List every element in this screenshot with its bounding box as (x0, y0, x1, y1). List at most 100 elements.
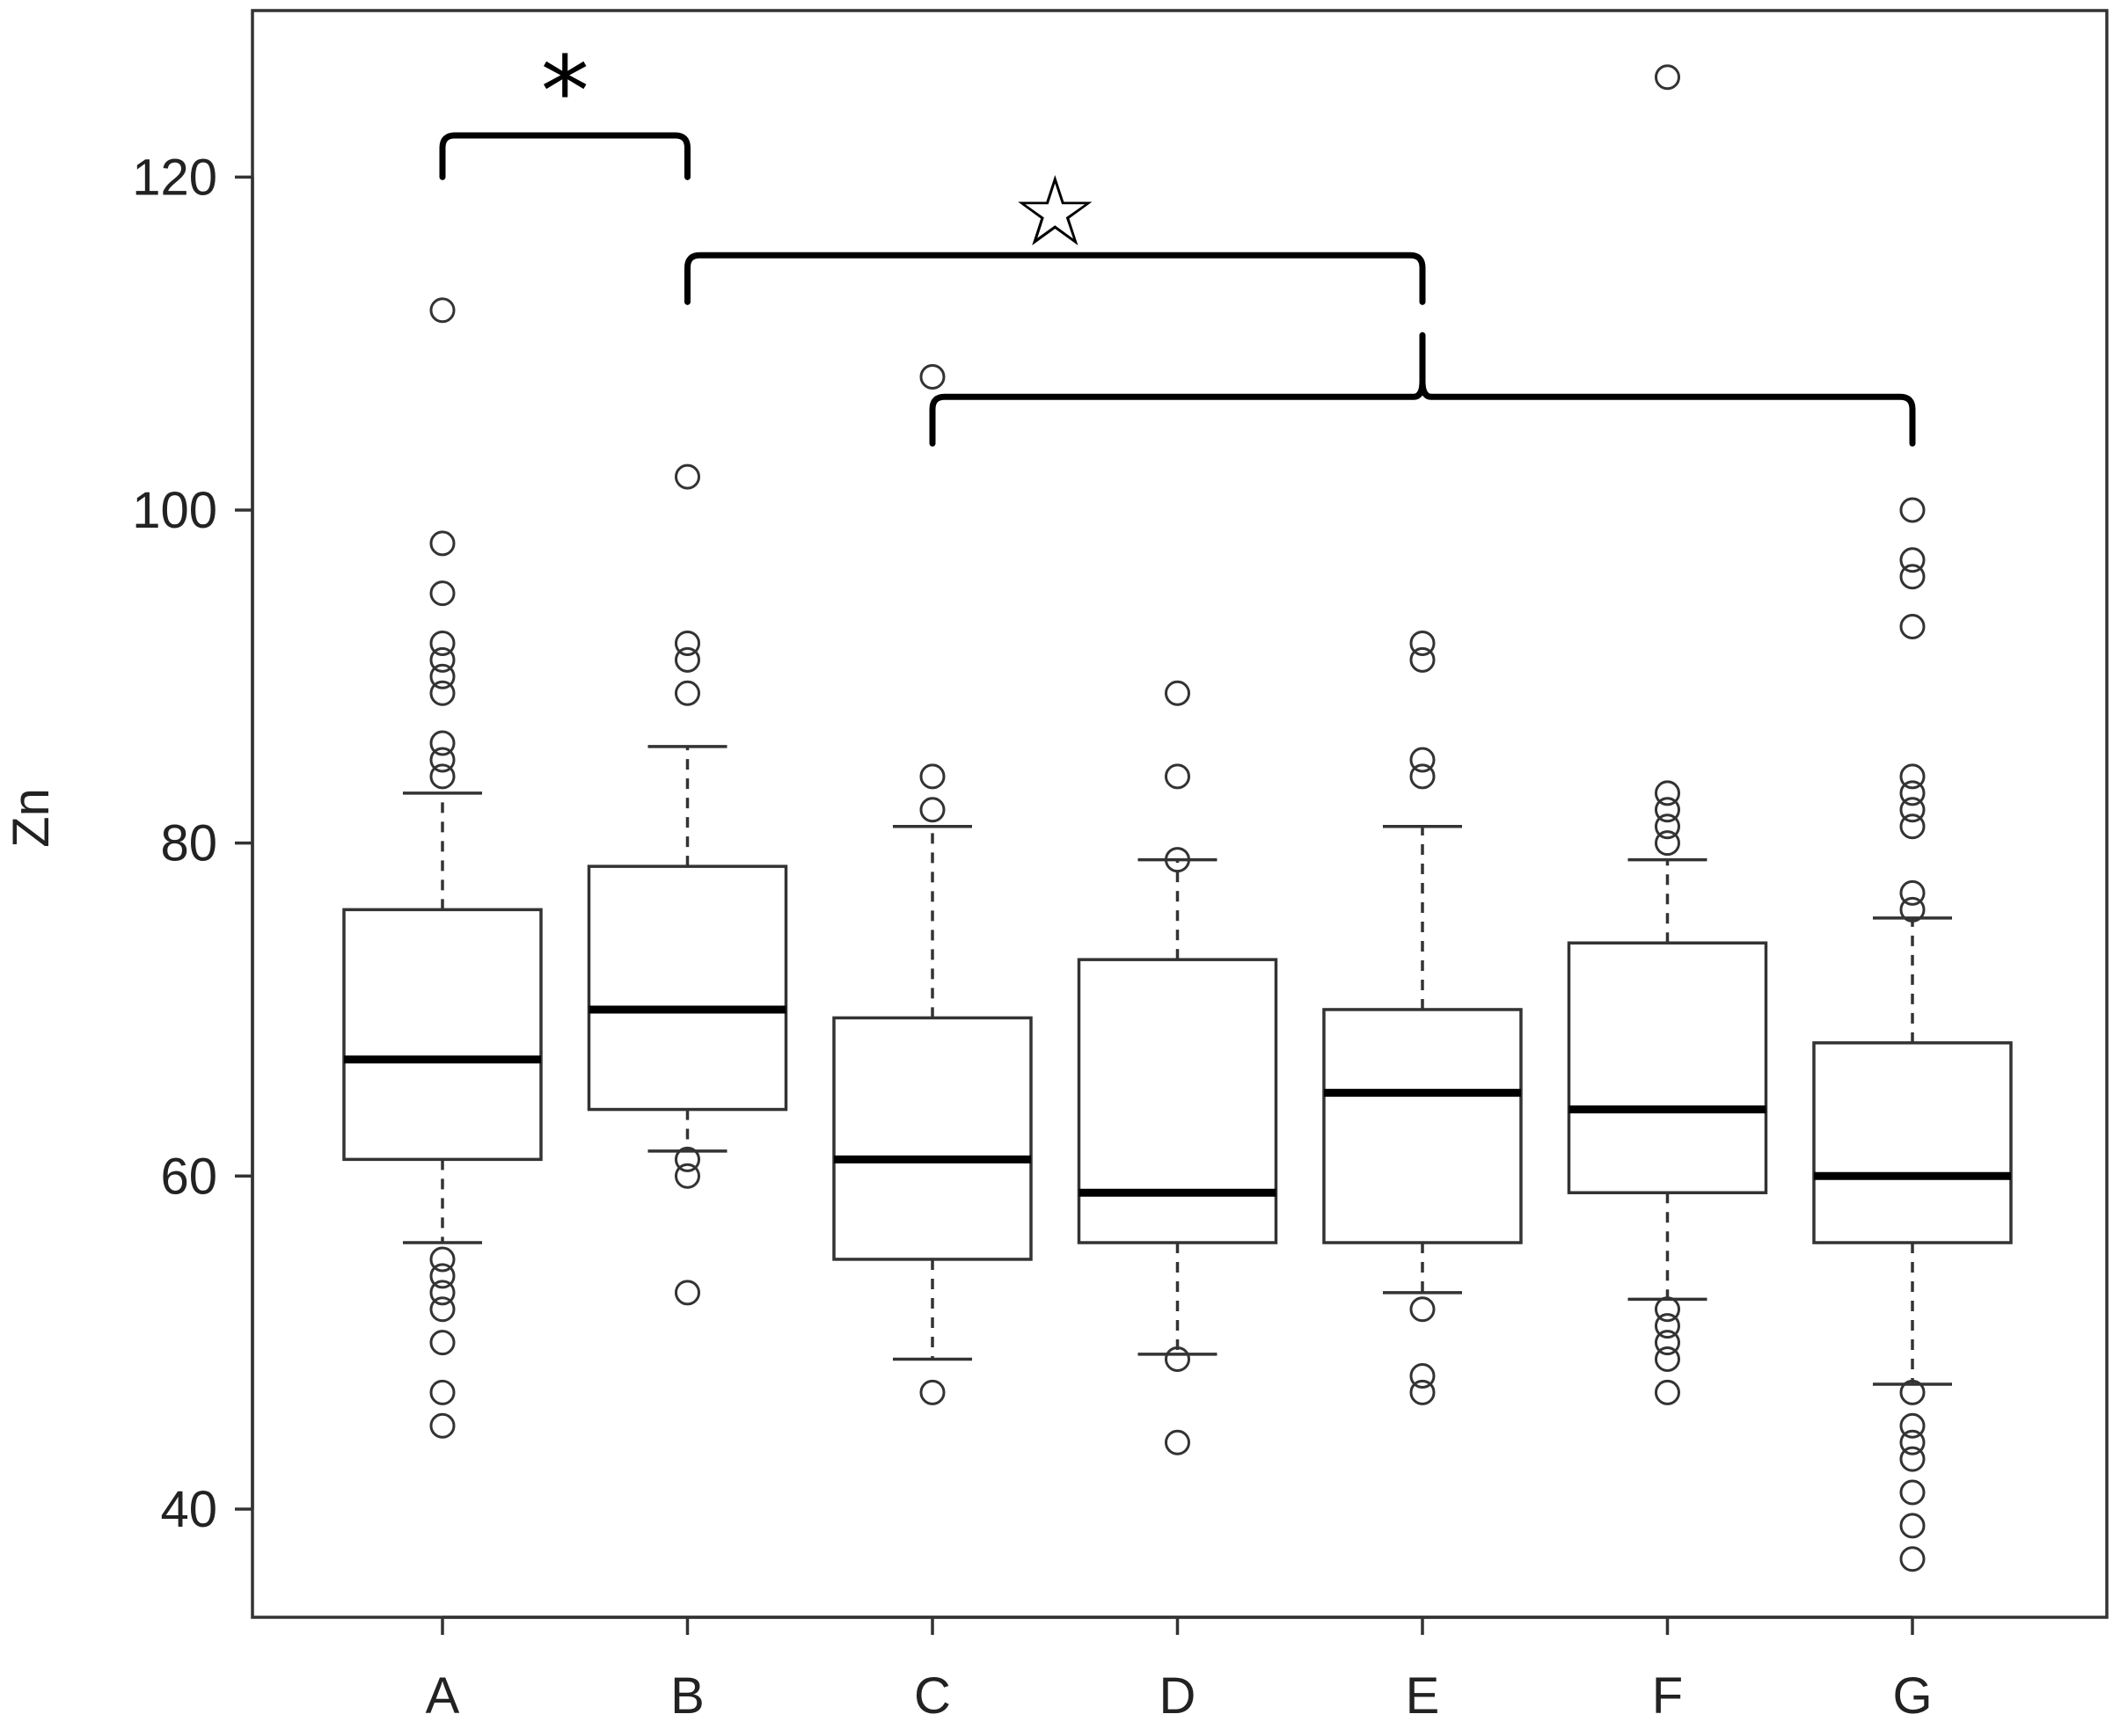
outlier-point (1899, 1379, 1926, 1405)
outlier-point (1165, 847, 1190, 873)
outlier-point (919, 763, 946, 790)
outlier-point (429, 680, 456, 706)
x-tick-label: G (1892, 1667, 1932, 1725)
box-group-f (1567, 64, 1768, 1405)
outlier-point (1165, 763, 1190, 790)
outlier-point (1899, 797, 1926, 823)
box-iqr (1322, 1008, 1523, 1244)
outlier-point (919, 1379, 946, 1405)
outlier-point (1409, 630, 1436, 656)
box-iqr (1812, 1041, 2013, 1244)
outlier-point (1165, 1429, 1190, 1455)
plot-frame (251, 9, 2109, 1619)
outlier-point (919, 797, 946, 823)
box-group-c (832, 364, 1033, 1405)
outlier-point (1655, 830, 1680, 857)
significance-symbol: * (541, 35, 589, 148)
box-iqr (1567, 941, 1768, 1194)
outlier-point (429, 297, 456, 324)
outlier-point (675, 1146, 700, 1172)
outlier-point (429, 747, 456, 773)
outlier-point (429, 530, 456, 557)
outlier-point (429, 763, 456, 790)
y-axis-title: Zn (3, 788, 60, 848)
x-tick-label: F (1652, 1667, 1683, 1725)
outlier-point (1899, 780, 1926, 806)
box-iqr (342, 908, 543, 1162)
outlier-point (1899, 1412, 1926, 1439)
box-iqr (587, 864, 788, 1112)
outlier-point (1165, 1346, 1190, 1373)
x-tick-label: E (1406, 1667, 1440, 1725)
outlier-point (1899, 1429, 1926, 1455)
box-group-d (1077, 680, 1278, 1455)
significance-bracket (439, 132, 691, 180)
y-tick-label: 100 (132, 482, 217, 539)
significance-brace (929, 332, 1916, 447)
outlier-point (429, 1246, 456, 1273)
box-group-b (587, 463, 788, 1306)
outlier-point (1899, 614, 1926, 640)
outlier-point (919, 364, 946, 390)
outlier-point (1655, 64, 1680, 91)
outlier-point (1655, 1346, 1680, 1373)
significance-bracket (684, 252, 1426, 305)
x-tick-label: A (426, 1667, 460, 1725)
outlier-point (429, 1330, 456, 1356)
box-series (342, 64, 2013, 1572)
outlier-point (429, 1280, 456, 1306)
outlier-point (429, 1263, 456, 1289)
x-tick-label: B (670, 1667, 705, 1725)
outlier-point (1899, 1546, 1926, 1572)
outlier-point (429, 630, 456, 656)
outlier-point (1899, 763, 1926, 790)
outlier-point (1655, 1330, 1680, 1356)
outlier-point (675, 463, 700, 490)
outlier-point (1409, 1296, 1436, 1323)
outlier-point (675, 1280, 700, 1306)
outlier-point (1165, 680, 1190, 706)
x-axis: A B C D E F G (426, 1616, 1933, 1725)
outlier-point (429, 646, 456, 673)
outlier-point (675, 680, 700, 706)
outlier-point (1899, 1446, 1926, 1472)
outlier-point (1899, 1479, 1926, 1506)
outlier-point (429, 1296, 456, 1323)
box-group-g (1812, 497, 2013, 1572)
outlier-point (429, 663, 456, 689)
box-iqr (1077, 958, 1278, 1244)
outlier-point (1899, 896, 1926, 923)
box-group-e (1322, 630, 1523, 1405)
outlier-point (1899, 1513, 1926, 1539)
outlier-point (1899, 879, 1926, 906)
outlier-point (1655, 813, 1680, 840)
outlier-point (1655, 1313, 1680, 1339)
outlier-point (429, 730, 456, 756)
box-iqr (832, 1016, 1033, 1261)
outlier-point (1899, 497, 1926, 523)
outlier-point (429, 580, 456, 607)
outlier-point (1409, 747, 1436, 773)
outlier-point (1655, 1296, 1680, 1323)
outlier-point (1655, 780, 1680, 806)
outlier-point (1409, 646, 1436, 673)
outlier-point (1655, 1379, 1680, 1405)
outlier-point (1899, 813, 1926, 840)
y-tick-label: 40 (160, 1481, 217, 1538)
significance-annotations: *☆ (439, 35, 1916, 447)
outlier-point (1655, 797, 1680, 823)
significance-symbol: ☆ (1012, 155, 1099, 267)
outlier-point (675, 630, 700, 656)
y-tick-label: 80 (160, 815, 217, 872)
box-group-a (342, 297, 543, 1439)
outlier-point (1899, 547, 1926, 573)
outlier-point (1899, 564, 1926, 590)
outlier-point (1409, 1362, 1436, 1389)
y-axis: 40 60 80 100 120 (132, 149, 254, 1538)
y-tick-label: 60 (160, 1148, 217, 1205)
outlier-point (1409, 763, 1436, 790)
x-tick-label: C (914, 1667, 951, 1725)
outlier-point (429, 1412, 456, 1439)
